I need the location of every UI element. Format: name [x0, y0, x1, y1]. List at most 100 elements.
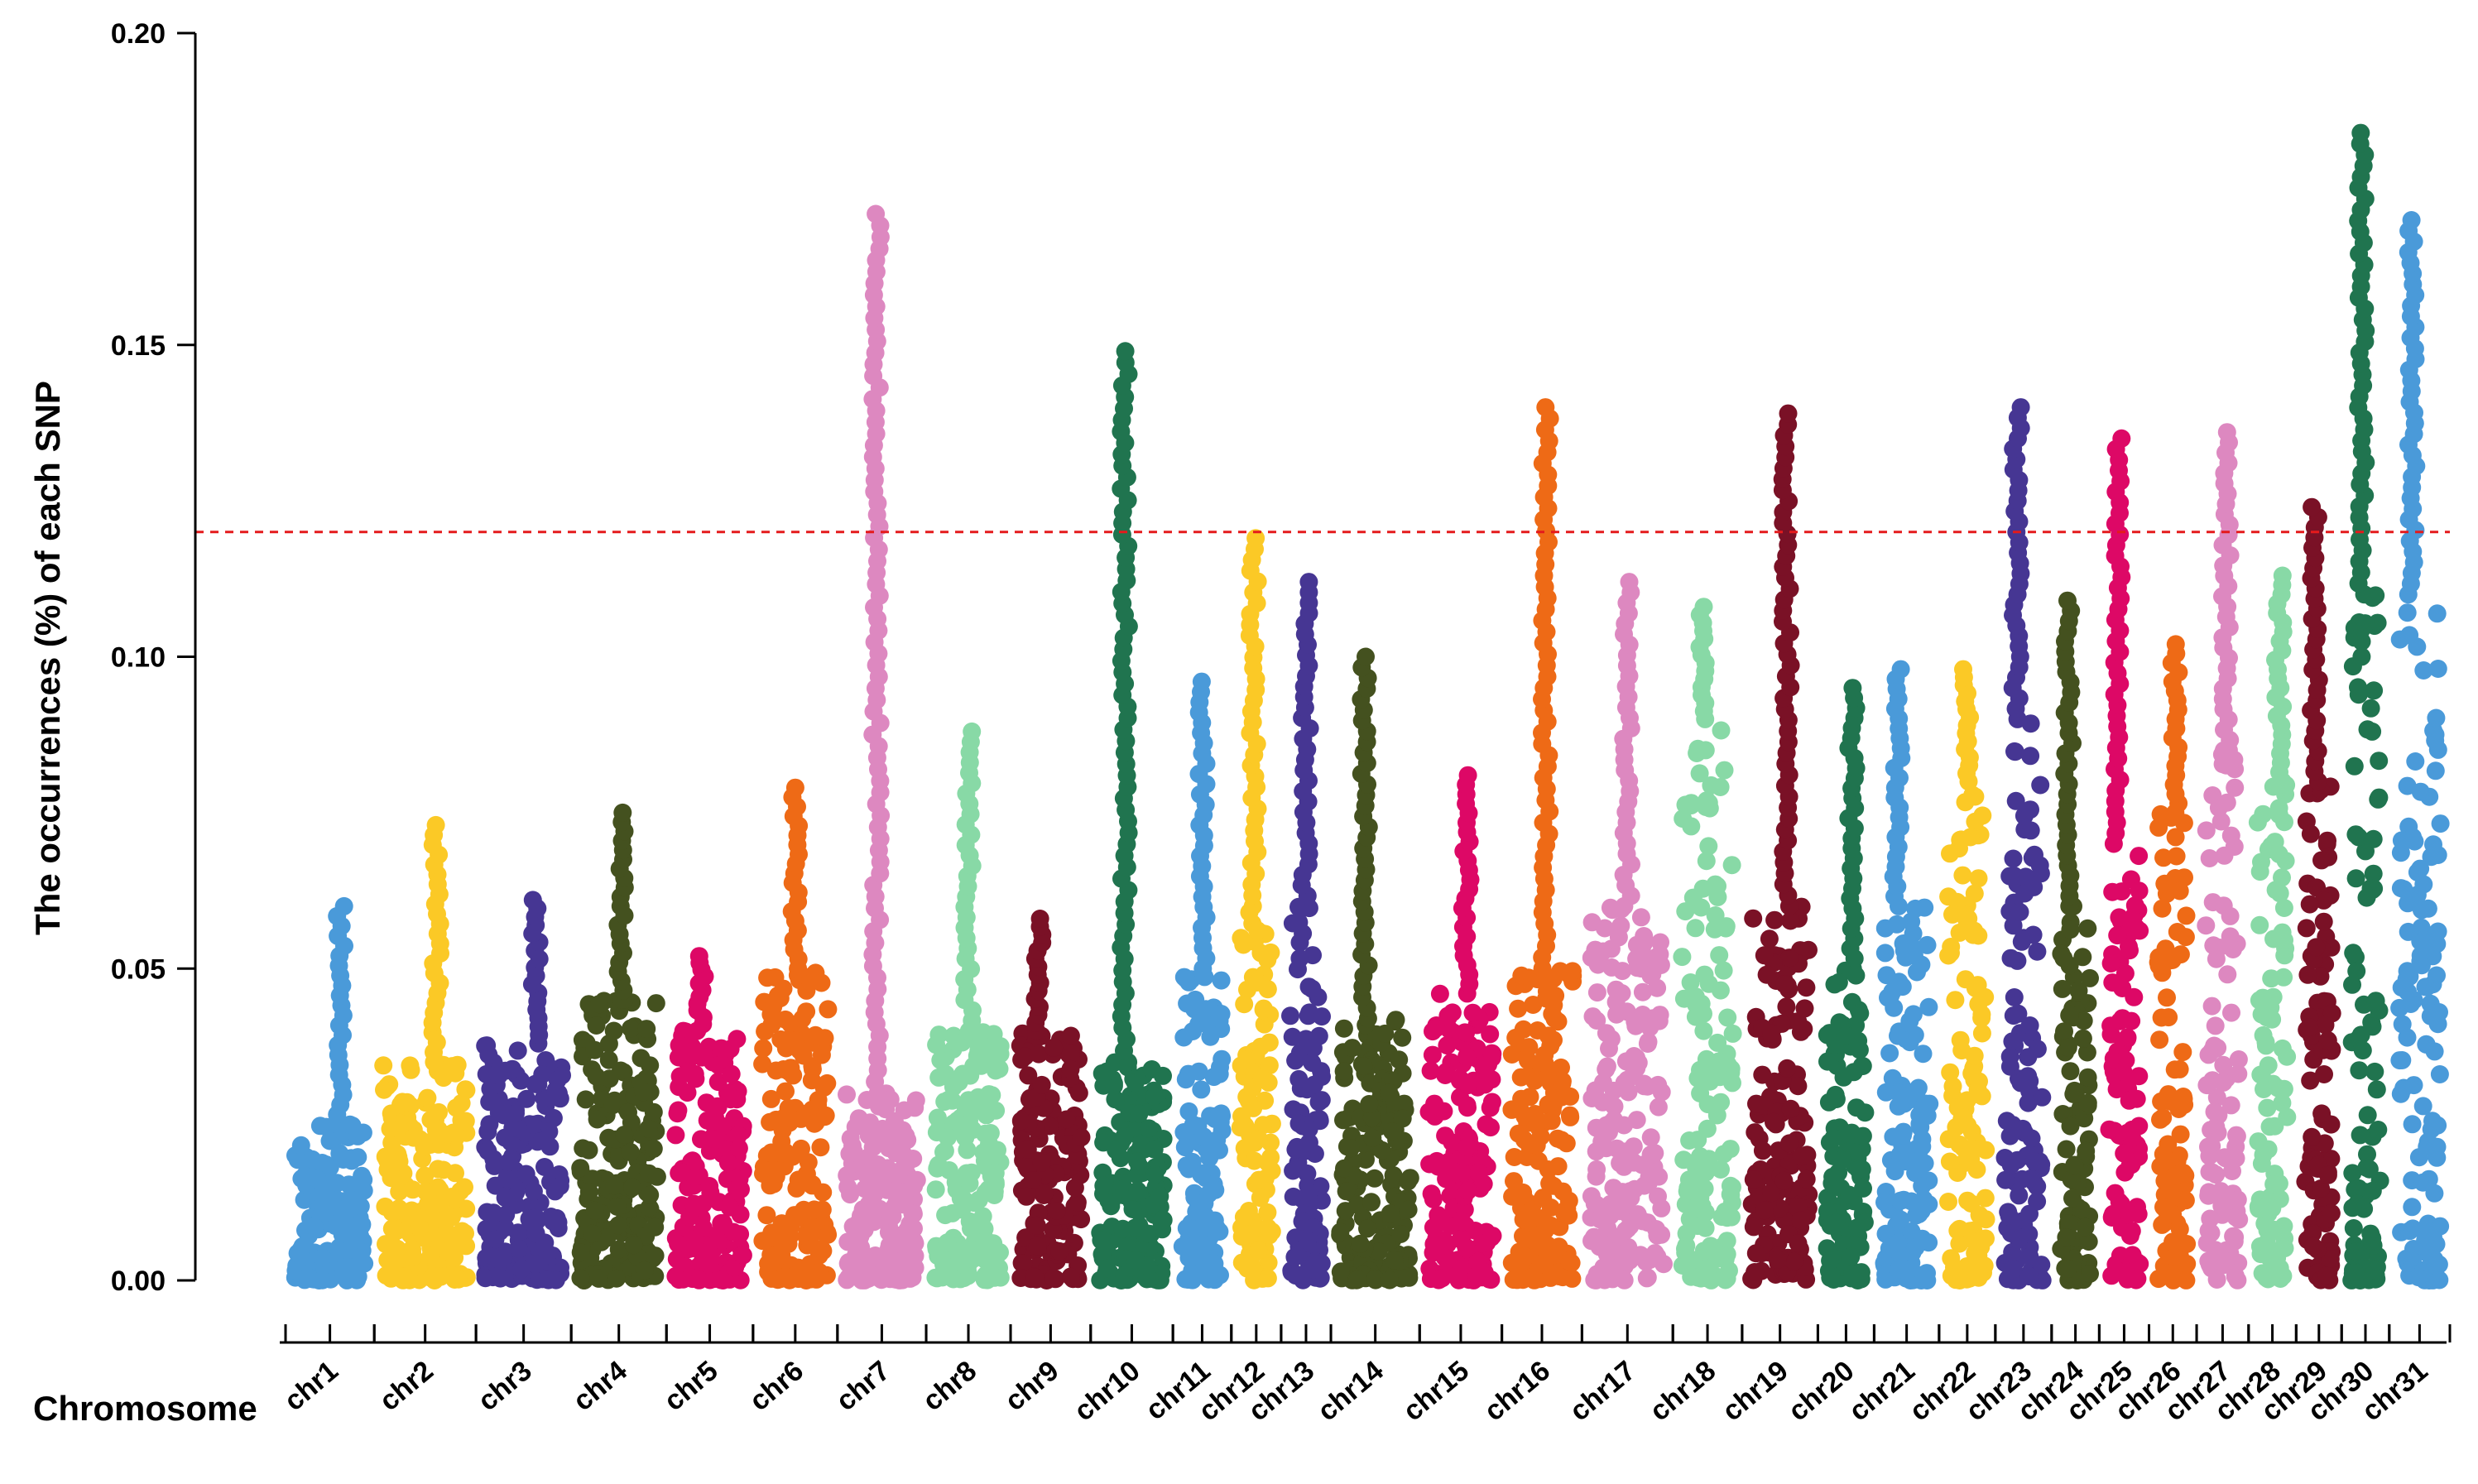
snp-point [481, 1079, 500, 1098]
snp-point [765, 994, 784, 1013]
snp-point [1176, 969, 1195, 988]
snp-point [1682, 796, 1701, 815]
snp-point [1597, 1057, 1616, 1076]
snp-point [644, 1102, 663, 1121]
snp-point [426, 815, 445, 834]
snp-point [299, 1267, 318, 1286]
snp-point [2154, 848, 2173, 867]
series-chr8 [926, 722, 1010, 1289]
snp-point [984, 1267, 1003, 1286]
snp-point [2363, 1017, 2382, 1036]
snp-point [2260, 1117, 2279, 1136]
snp-point [1906, 899, 1925, 918]
snp-point [1834, 1068, 1853, 1087]
snp-point [1145, 1140, 1164, 1159]
snp-point [972, 1056, 991, 1075]
snp-point [2303, 497, 2322, 516]
snp-point [2273, 1093, 2292, 1112]
snp-point [2278, 1047, 2297, 1066]
snp-point [2009, 1230, 2028, 1249]
snp-point [587, 1067, 606, 1086]
snp-point [1298, 1164, 1317, 1183]
snp-point [2009, 1004, 2028, 1023]
series-chr22 [1939, 660, 1995, 1289]
snp-point [1894, 1126, 1913, 1145]
snp-point [2101, 954, 2120, 973]
snp-point [729, 1139, 748, 1158]
snp-point [2275, 813, 2293, 832]
snp-point [1194, 1127, 1213, 1146]
snp-point [1351, 1234, 1370, 1253]
snp-point [316, 1155, 335, 1174]
snp-point [2214, 1073, 2233, 1092]
snp-point [497, 1169, 516, 1188]
snp-point [1254, 1116, 1273, 1135]
snp-point [2202, 997, 2221, 1016]
snp-point [1694, 1241, 1713, 1261]
snp-point [2367, 1080, 2386, 1099]
snp-point [1691, 1147, 1710, 1166]
snp-point [2218, 965, 2237, 984]
snp-point [1360, 1095, 1379, 1113]
snp-point [812, 1045, 831, 1064]
snp-point [1953, 866, 1972, 885]
snp-point [1050, 1241, 1069, 1261]
snp-point [1283, 1027, 1302, 1046]
snp-point [2322, 1203, 2341, 1222]
snp-point [489, 1250, 508, 1269]
snp-point [1541, 1198, 1560, 1217]
snp-point [1335, 1159, 1353, 1178]
snp-point [2343, 1198, 2362, 1217]
snp-point [1212, 1005, 1231, 1023]
snp-point [1654, 1255, 1673, 1274]
snp-point [1592, 942, 1611, 961]
snp-point [1200, 1258, 1219, 1277]
snp-point [2129, 1204, 2148, 1223]
snp-point [1258, 1269, 1277, 1288]
snp-point [905, 1246, 924, 1265]
snp-point [816, 1106, 835, 1125]
snp-point [1521, 1268, 1540, 1287]
snp-point [1362, 1193, 1381, 1212]
snp-point [1855, 1213, 1874, 1232]
snp-point [1552, 1058, 1570, 1077]
snp-point [668, 1104, 687, 1123]
snp-point [1616, 1142, 1635, 1161]
snp-point [722, 1064, 741, 1083]
snp-point [2021, 821, 2040, 840]
series-chr5 [666, 947, 752, 1289]
snp-point [334, 896, 353, 915]
snp-point [846, 1117, 865, 1136]
snp-point [1560, 1106, 1579, 1125]
snp-point [1946, 991, 1965, 1010]
snp-point [2346, 1242, 2365, 1261]
snp-point [753, 1054, 772, 1073]
snp-point [2061, 1117, 2080, 1136]
snp-point [1065, 1179, 1084, 1198]
snp-point [1996, 1170, 2015, 1189]
snp-point [517, 1089, 536, 1108]
snp-point [1030, 910, 1049, 928]
snp-point [1506, 1028, 1525, 1047]
snp-point [2347, 962, 2366, 981]
snp-point [2256, 1033, 2275, 1052]
snp-point [1512, 966, 1531, 985]
snp-point [1585, 1194, 1604, 1213]
snp-point [1348, 1195, 1367, 1214]
snp-point [524, 1182, 543, 1201]
snp-point [579, 1182, 598, 1201]
snp-point [1966, 1232, 1985, 1251]
snp-point [1372, 1141, 1391, 1160]
snp-point [2344, 1219, 2363, 1237]
snp-point [2297, 919, 2316, 938]
snp-point [641, 1185, 660, 1204]
snp-point [1395, 1094, 1414, 1113]
snp-point [390, 1152, 409, 1171]
snp-point [953, 1064, 972, 1083]
snp-point [938, 1233, 957, 1252]
snp-point [1638, 1077, 1657, 1096]
snp-point [1290, 949, 1309, 968]
snp-point [670, 1035, 689, 1054]
snp-point [1697, 1049, 1716, 1069]
snp-point [819, 1225, 838, 1244]
